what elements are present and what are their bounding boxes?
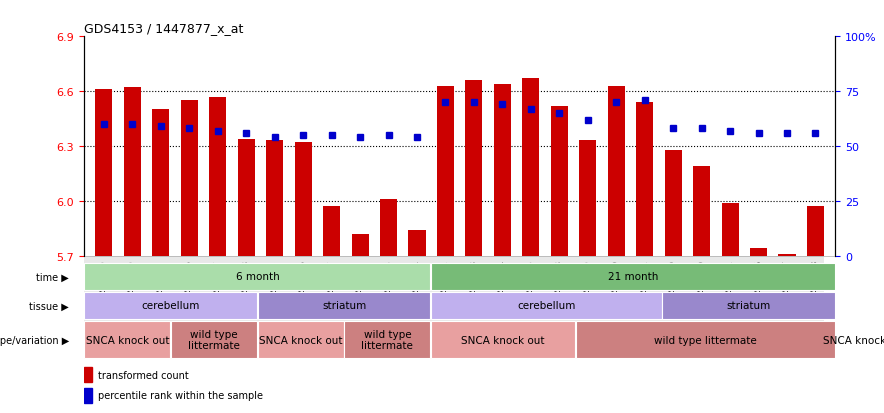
Text: GSM487071: GSM487071 xyxy=(726,259,735,310)
Text: GSM487052: GSM487052 xyxy=(355,259,364,310)
Text: GSM487070: GSM487070 xyxy=(697,259,706,310)
FancyBboxPatch shape xyxy=(431,263,835,290)
Bar xyxy=(465,81,483,256)
Text: GSM487063: GSM487063 xyxy=(469,259,478,310)
FancyBboxPatch shape xyxy=(84,322,171,358)
Bar xyxy=(210,97,226,256)
Text: genotype/variation ▶: genotype/variation ▶ xyxy=(0,335,69,345)
Text: GSM487047: GSM487047 xyxy=(213,259,222,310)
Bar xyxy=(807,207,824,256)
Text: GSM487064: GSM487064 xyxy=(498,259,507,310)
Text: cerebellum: cerebellum xyxy=(517,301,575,311)
Bar xyxy=(636,103,653,256)
Bar xyxy=(551,107,568,256)
FancyBboxPatch shape xyxy=(662,292,835,319)
Text: GSM487056: GSM487056 xyxy=(299,259,308,310)
Bar xyxy=(238,139,255,256)
Bar xyxy=(693,167,710,256)
Text: time ▶: time ▶ xyxy=(36,272,69,282)
Text: wild type
littermate: wild type littermate xyxy=(188,329,240,351)
Text: SNCA knock out: SNCA knock out xyxy=(461,335,545,345)
FancyBboxPatch shape xyxy=(257,322,344,358)
Text: GSM487049: GSM487049 xyxy=(99,259,109,310)
Bar xyxy=(522,79,539,256)
Text: percentile rank within the sample: percentile rank within the sample xyxy=(98,390,263,401)
Text: transformed count: transformed count xyxy=(98,370,188,380)
Text: GSM487050: GSM487050 xyxy=(128,259,137,310)
Text: wild type
littermate: wild type littermate xyxy=(362,329,414,351)
FancyBboxPatch shape xyxy=(431,292,662,319)
Text: GSM487058: GSM487058 xyxy=(555,259,564,310)
Text: GSM487066: GSM487066 xyxy=(754,259,763,310)
Text: GSM487060: GSM487060 xyxy=(612,259,621,310)
Text: SNCA knock out: SNCA knock out xyxy=(86,335,169,345)
Text: SNCA knock out: SNCA knock out xyxy=(822,335,884,345)
FancyBboxPatch shape xyxy=(431,322,575,358)
Text: GSM487069: GSM487069 xyxy=(668,259,678,310)
Text: GSM487059: GSM487059 xyxy=(583,259,592,310)
Text: GSM487067: GSM487067 xyxy=(782,259,791,310)
Text: GSM487054: GSM487054 xyxy=(413,259,422,310)
Bar xyxy=(380,199,397,256)
FancyBboxPatch shape xyxy=(84,263,431,290)
Bar xyxy=(84,388,92,403)
Text: GSM487053: GSM487053 xyxy=(384,259,393,310)
Text: 21 month: 21 month xyxy=(608,272,659,282)
Bar xyxy=(323,207,340,256)
Text: GSM487061: GSM487061 xyxy=(640,259,649,310)
FancyBboxPatch shape xyxy=(345,322,431,358)
Bar xyxy=(408,230,425,256)
Text: GSM487068: GSM487068 xyxy=(811,259,820,310)
Text: striatum: striatum xyxy=(727,301,771,311)
Text: GSM487057: GSM487057 xyxy=(327,259,336,310)
Bar xyxy=(124,88,141,256)
Bar xyxy=(750,249,767,256)
FancyBboxPatch shape xyxy=(257,292,431,319)
Text: 6 month: 6 month xyxy=(235,272,279,282)
Text: striatum: striatum xyxy=(322,301,366,311)
Text: cerebellum: cerebellum xyxy=(141,301,200,311)
Bar xyxy=(294,143,312,256)
Bar xyxy=(579,141,597,256)
Bar xyxy=(152,110,170,256)
Text: GSM487046: GSM487046 xyxy=(185,259,194,310)
Text: GSM487062: GSM487062 xyxy=(441,259,450,310)
Text: GDS4153 / 1447877_x_at: GDS4153 / 1447877_x_at xyxy=(84,21,243,35)
Text: GSM487065: GSM487065 xyxy=(526,259,536,310)
FancyBboxPatch shape xyxy=(84,292,257,319)
Bar xyxy=(721,203,739,256)
Bar xyxy=(84,368,92,382)
Text: GSM487048: GSM487048 xyxy=(241,259,251,310)
Bar xyxy=(437,86,454,256)
Text: tissue ▶: tissue ▶ xyxy=(29,301,69,311)
Text: GSM487051: GSM487051 xyxy=(156,259,165,310)
Bar xyxy=(352,234,369,256)
Bar xyxy=(95,90,112,256)
Bar xyxy=(665,150,682,256)
Text: wild type littermate: wild type littermate xyxy=(654,335,757,345)
Bar xyxy=(180,101,198,256)
FancyBboxPatch shape xyxy=(575,322,835,358)
Bar xyxy=(607,86,625,256)
FancyBboxPatch shape xyxy=(171,322,257,358)
Text: SNCA knock out: SNCA knock out xyxy=(259,335,342,345)
Text: GSM487055: GSM487055 xyxy=(271,259,279,310)
Bar xyxy=(779,254,796,256)
FancyBboxPatch shape xyxy=(835,322,884,358)
Bar xyxy=(494,85,511,256)
Bar xyxy=(266,141,283,256)
